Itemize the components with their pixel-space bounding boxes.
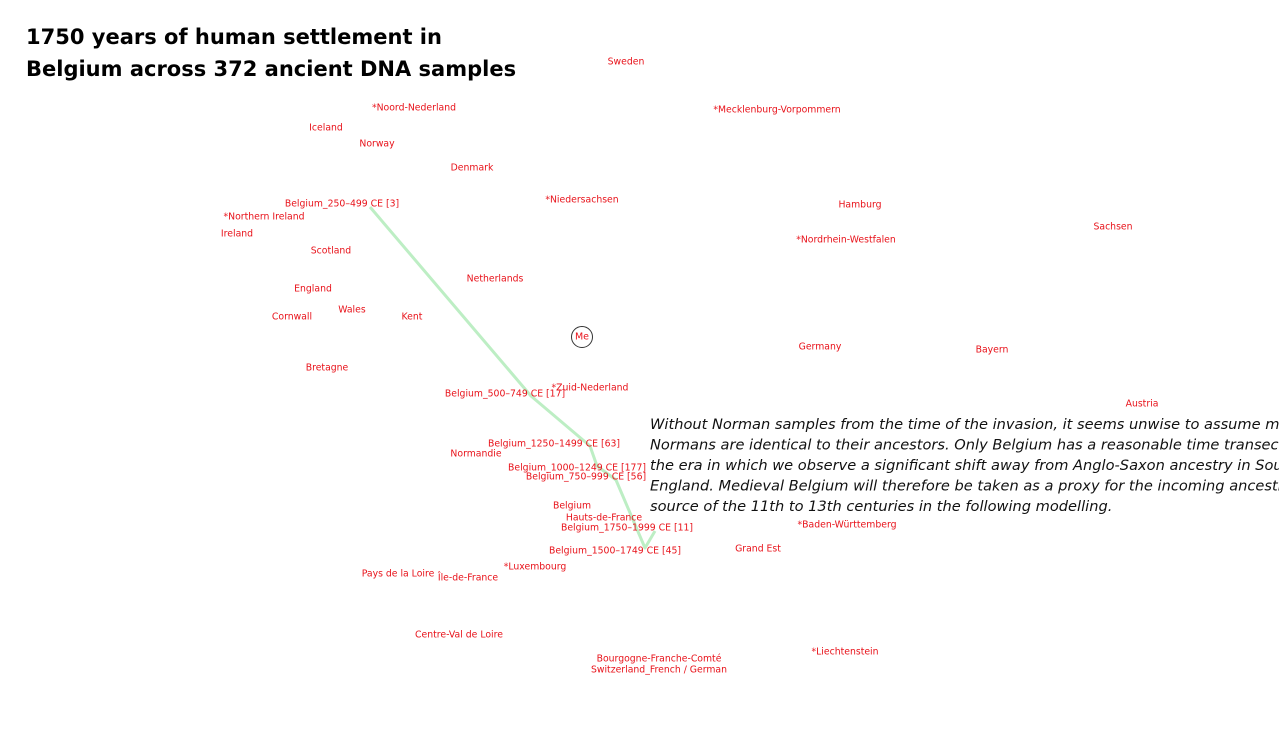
population-label: Belgium bbox=[553, 501, 591, 512]
me-circle bbox=[571, 326, 593, 348]
annotation-line: the era in which we observe a significan… bbox=[650, 457, 1279, 474]
population-label: Belgium_1750–1999 CE [11] bbox=[561, 523, 693, 534]
population-label: Wales bbox=[338, 305, 366, 316]
me-label: Me bbox=[575, 332, 589, 343]
title-line: 1750 years of human settlement in bbox=[26, 25, 442, 49]
population-label: *Zuid-Nederland bbox=[552, 383, 629, 394]
population-label: *Liechtenstein bbox=[811, 647, 878, 658]
population-label: Bretagne bbox=[306, 363, 349, 374]
population-label: Belgium_500–749 CE [17] bbox=[445, 389, 565, 400]
population-label: Pays de la Loire bbox=[362, 569, 435, 580]
population-label: Cornwall bbox=[272, 312, 312, 323]
population-label: Switzerland_French / German bbox=[591, 665, 727, 676]
population-label: *Nordrhein-Westfalen bbox=[796, 235, 896, 246]
population-label: Norway bbox=[359, 139, 395, 150]
population-label: Kent bbox=[402, 312, 423, 323]
population-label: Belgium_1250–1499 CE [63] bbox=[488, 439, 620, 450]
population-label: *Mecklenburg-Vorpommern bbox=[713, 105, 840, 116]
population-label: England bbox=[294, 284, 332, 295]
population-label: Hamburg bbox=[838, 200, 881, 211]
population-label: Austria bbox=[1126, 399, 1159, 410]
population-label: *Niedersachsen bbox=[545, 195, 618, 206]
population-label: Ireland bbox=[221, 229, 253, 240]
population-label: Belgium_1000–1249 CE [177] bbox=[508, 463, 646, 474]
annotation-line: source of the 11th to 13th centuries in … bbox=[650, 498, 1112, 515]
annotation: Without Norman samples from the time of … bbox=[650, 416, 1279, 515]
population-label: *Baden-Württemberg bbox=[797, 520, 896, 531]
population-label: Netherlands bbox=[467, 274, 524, 285]
population-label: Germany bbox=[799, 342, 842, 353]
population-label: *Luxembourg bbox=[504, 562, 567, 573]
population-label: Belgium_1500–1749 CE [45] bbox=[549, 546, 681, 557]
population-label: Iceland bbox=[309, 123, 343, 134]
population-label: Bourgogne-Franche-Comté bbox=[597, 654, 722, 665]
population-labels: Sweden *Noord-Nederland *Mecklenburg-Vorpo… bbox=[221, 57, 1159, 676]
time-transect-path bbox=[368, 206, 657, 550]
population-label: Normandie bbox=[450, 449, 501, 460]
population-label: Île-de-France bbox=[437, 572, 499, 584]
population-label: Grand Est bbox=[735, 544, 781, 555]
population-label: Denmark bbox=[451, 163, 494, 174]
population-label: Hauts-de-France bbox=[566, 513, 643, 524]
annotation-line: Normans are identical to their ancestors… bbox=[650, 437, 1279, 454]
population-label: Centre-Val de Loire bbox=[415, 630, 503, 641]
population-label: Belgium_750–999 CE [56] bbox=[526, 472, 646, 483]
population-label: Belgium_250–499 CE [3] bbox=[285, 199, 399, 210]
population-label: Bayern bbox=[976, 345, 1009, 356]
title-line: Belgium across 372 ancient DNA samples bbox=[26, 57, 516, 81]
annotation-line: England. Medieval Belgium will therefore… bbox=[650, 478, 1279, 495]
population-label: Sweden bbox=[608, 57, 645, 68]
population-label: Sachsen bbox=[1093, 222, 1132, 233]
annotation-line: Without Norman samples from the time of … bbox=[650, 416, 1279, 433]
population-label: Scotland bbox=[311, 246, 352, 257]
population-label: *Noord-Nederland bbox=[372, 103, 456, 114]
population-label: *Northern Ireland bbox=[223, 212, 304, 223]
